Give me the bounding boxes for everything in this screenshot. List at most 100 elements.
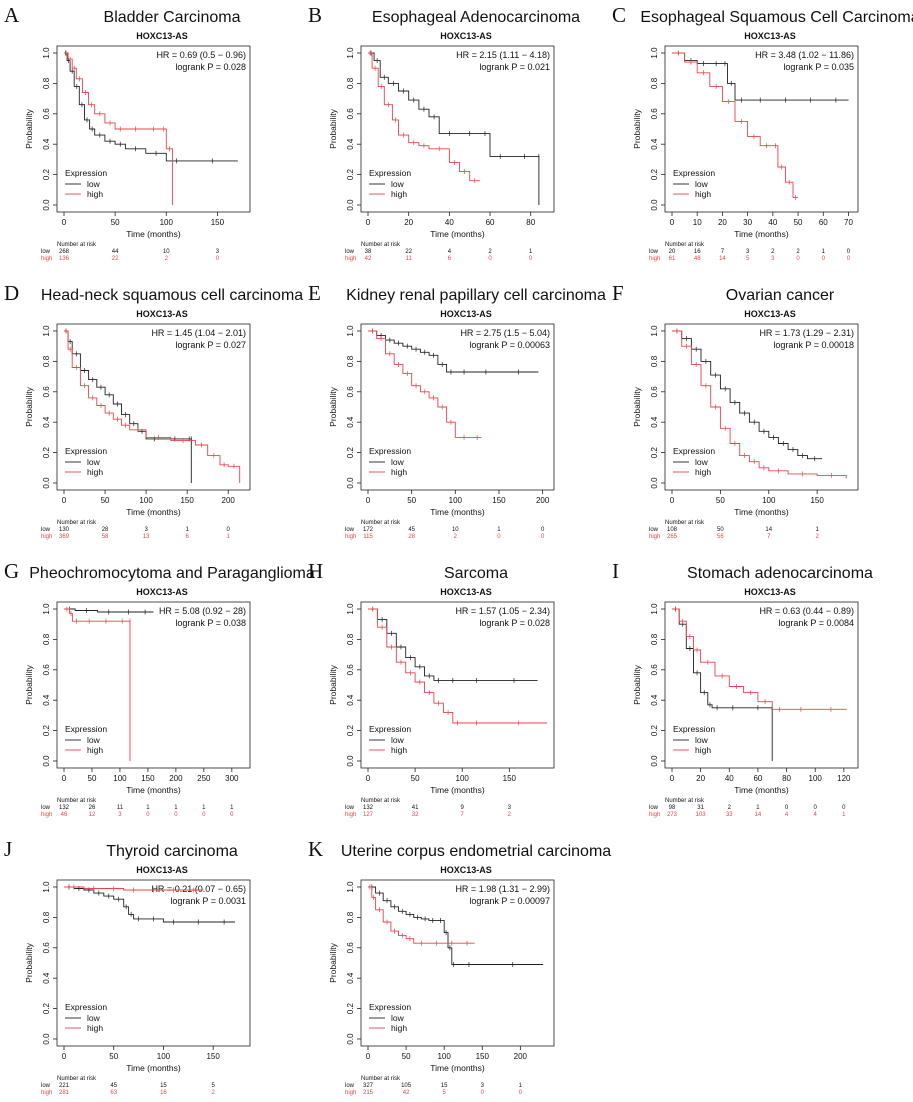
- y-tick-label: 0.0: [650, 755, 659, 767]
- risk-count-high: 13: [143, 534, 150, 540]
- risk-count-low: 105: [401, 1083, 412, 1089]
- x-axis-label: Time (months): [430, 785, 485, 795]
- panel-letter: F: [612, 281, 624, 305]
- risk-count-low: 132: [363, 805, 374, 811]
- risk-count-low: 5: [211, 1083, 215, 1089]
- legend-label-high: high: [87, 1023, 103, 1033]
- y-tick-label: 0.6: [346, 942, 355, 954]
- x-tick-label: 100: [449, 496, 463, 505]
- legend-label-low: low: [391, 179, 405, 189]
- x-tick-label: 0: [62, 1052, 67, 1061]
- risk-row-label-high: high: [345, 534, 356, 540]
- risk-table-header: Number at risk: [361, 520, 401, 526]
- y-tick-label: 1.0: [42, 47, 51, 59]
- y-tick-label: 0.8: [346, 77, 355, 89]
- risk-count-high: 0: [230, 812, 234, 818]
- x-tick-label: 150: [492, 496, 506, 505]
- risk-count-low: 2: [728, 805, 732, 811]
- y-tick-label: 0.4: [42, 694, 51, 706]
- risk-table-header: Number at risk: [361, 1076, 401, 1082]
- y-tick-label: 0.6: [346, 108, 355, 120]
- y-tick-label: 0.0: [346, 1033, 355, 1045]
- logrank-p: logrank P = 0.021: [479, 62, 550, 72]
- risk-table-header: Number at risk: [361, 798, 401, 804]
- x-tick-label: 0: [366, 1052, 371, 1061]
- hazard-ratio: HR = 0.21 (0.07 − 0.65): [151, 884, 246, 894]
- x-tick-label: 50: [411, 774, 420, 783]
- km-panel-a: A Bladder Carcinoma HOXC13-AS 0.0 0.2 0.4 0.6 0…: [4, 3, 251, 262]
- x-tick-label: 40: [768, 218, 777, 227]
- legend-title: Expression: [673, 168, 715, 178]
- risk-count-high: 0: [541, 534, 545, 540]
- risk-count-high: 0: [529, 256, 533, 262]
- risk-count-high: 11: [406, 256, 413, 262]
- legend-title: Expression: [369, 1002, 411, 1012]
- logrank-p: logrank P = 0.00063: [469, 340, 550, 350]
- chart-title: Head-neck squamous cell carcinoma: [41, 287, 303, 304]
- y-tick-label: 0.0: [346, 477, 355, 489]
- risk-row-label-low: low: [345, 249, 355, 255]
- km-panel-c: C Esophageal Squamous Cell Carcinoma HOXC1…: [612, 3, 913, 262]
- y-tick-label: 0.8: [346, 911, 355, 923]
- y-tick-label: 0.0: [346, 199, 355, 211]
- y-tick-label: 0.6: [42, 664, 51, 676]
- risk-row-label-low: low: [649, 527, 659, 533]
- y-tick-label: 0.8: [650, 633, 659, 645]
- risk-count-high: 42: [365, 256, 372, 262]
- x-tick-label: 0: [670, 218, 675, 227]
- gene-label: HOXC13-AS: [136, 587, 188, 597]
- x-axis-label: Time (months): [734, 507, 789, 517]
- risk-count-low: 327: [363, 1083, 374, 1089]
- survival-curve-high: [368, 52, 480, 182]
- y-tick-label: 0.8: [650, 355, 659, 367]
- plot-frame: [360, 323, 555, 491]
- x-tick-label: 80: [782, 774, 791, 783]
- risk-count-low: 1: [519, 1083, 523, 1089]
- risk-count-low: 0: [814, 805, 818, 811]
- risk-count-low: 0: [785, 805, 789, 811]
- chart-title: Stomach adenocarcinoma: [687, 565, 873, 582]
- plot-frame: [360, 879, 555, 1047]
- hazard-ratio: HR = 3.48 (1.02 − 11.86): [755, 50, 854, 60]
- y-tick-label: 1.0: [650, 603, 659, 615]
- legend-label-high: high: [391, 189, 407, 199]
- x-tick-label: 250: [197, 774, 211, 783]
- km-panel-e: E Kidney renal papillary cell carcinoma HO…: [308, 281, 606, 540]
- x-tick-label: 60: [753, 774, 762, 783]
- risk-count-low: 1: [185, 527, 189, 533]
- x-tick-label: 300: [225, 774, 239, 783]
- survival-curve-low: [368, 52, 540, 205]
- risk-count-low: 14: [765, 527, 772, 533]
- y-tick-label: 0.2: [650, 168, 659, 180]
- legend-label-low: low: [695, 735, 709, 745]
- x-tick-label: 70: [844, 218, 853, 227]
- logrank-p: logrank P = 0.00018: [773, 340, 854, 350]
- y-tick-label: 0.2: [42, 168, 51, 180]
- logrank-p: logrank P = 0.027: [175, 340, 246, 350]
- x-tick-label: 100: [113, 774, 127, 783]
- x-tick-label: 0: [62, 774, 67, 783]
- legend-label-low: low: [391, 735, 405, 745]
- x-tick-label: 0: [366, 496, 371, 505]
- x-tick-label: 100: [437, 1052, 451, 1061]
- risk-count-high: 0: [146, 812, 150, 818]
- hazard-ratio: HR = 2.75 (1.5 − 5.04): [460, 328, 550, 338]
- risk-count-high: 32: [412, 812, 419, 818]
- risk-count-high: 265: [667, 534, 678, 540]
- risk-count-high: 33: [726, 812, 733, 818]
- legend-title: Expression: [65, 168, 107, 178]
- risk-row-label-low: low: [41, 1083, 51, 1089]
- risk-count-high: 273: [667, 812, 678, 818]
- y-tick-label: 0.4: [346, 972, 355, 984]
- plot-frame: [360, 601, 555, 769]
- plot-frame: [56, 45, 251, 213]
- x-tick-label: 150: [180, 496, 194, 505]
- risk-count-low: 1: [230, 805, 234, 811]
- panel-letter: G: [4, 559, 19, 583]
- risk-count-low: 44: [112, 249, 119, 255]
- panel-letter: A: [4, 3, 20, 27]
- x-tick-label: 40: [445, 218, 454, 227]
- panel-letter: I: [612, 559, 619, 583]
- y-tick-label: 0.8: [42, 355, 51, 367]
